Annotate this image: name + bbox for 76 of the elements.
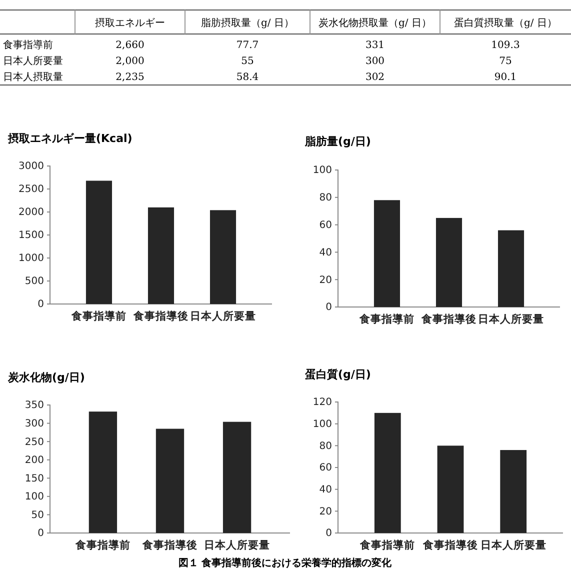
x-tick-label: 食事指導前 [358, 312, 414, 326]
y-tick-label: 500 [24, 276, 44, 288]
y-tick-label: 20 [319, 506, 332, 518]
bar [222, 422, 252, 533]
x-tick-label: 食事指導後 [132, 309, 188, 322]
y-tick-label: 0 [38, 528, 44, 540]
y-tick-label: 80 [319, 192, 332, 204]
text: 2,660 [116, 40, 144, 51]
y-tick-label: 300 [24, 418, 44, 430]
text: 2,235 [116, 72, 144, 83]
bar [374, 200, 400, 307]
x-tick-label: 食事指導後 [142, 538, 198, 552]
x-tick-label: 日本人所要量 [480, 538, 546, 552]
y-tick-label: 250 [24, 436, 44, 448]
bar [436, 218, 462, 307]
y-tick-label: 50 [31, 510, 44, 521]
y-tick-label: 100 [24, 492, 44, 503]
bar [86, 180, 112, 304]
category-label: 日本人所要量 [3, 56, 63, 67]
y-tick-label: 350 [24, 400, 44, 412]
bar [156, 428, 184, 533]
bar [498, 230, 524, 307]
y-tick-label: 100 [312, 419, 332, 430]
chart-title: 炭水化物(g/日) [7, 371, 85, 384]
y-tick-label: 2000 [18, 207, 44, 218]
y-tick-label: 3000 [18, 161, 44, 172]
text: 2,000 [116, 56, 144, 67]
bar [210, 210, 236, 304]
text: 77.7 [236, 40, 259, 51]
x-tick-label: 食事指導後 [422, 538, 478, 552]
category-label: 摂取エネルギー [95, 17, 165, 29]
text: 109.3 [491, 40, 520, 51]
category-label: 日本人摂取量 [3, 72, 63, 83]
y-tick-label: 100 [312, 165, 332, 176]
y-tick-label: 1500 [18, 230, 44, 242]
chart-title: 蛋白質(g/日) [304, 368, 371, 381]
bar [148, 207, 174, 304]
y-tick-label: 20 [319, 274, 332, 286]
y-tick-label: 0 [326, 302, 332, 314]
text: 302 [365, 72, 385, 83]
x-tick-label: 食事指導後 [420, 312, 476, 326]
y-tick-label: 120 [312, 397, 332, 408]
bar [88, 412, 118, 533]
y-tick-label: 2500 [18, 184, 44, 196]
bar [437, 446, 464, 533]
text: 300 [365, 56, 385, 67]
x-tick-label: 日本人所要量 [204, 538, 270, 552]
caption: 図１ 食事指導前後における栄養学的指標の変化 [178, 557, 393, 569]
text: 75 [499, 56, 512, 67]
y-tick-label: 40 [319, 247, 332, 258]
text: 331 [365, 40, 385, 51]
y-tick-label: 0 [326, 528, 332, 540]
x-tick-label: 食事指導前 [74, 538, 130, 552]
text: 55 [241, 56, 254, 67]
y-tick-label: 200 [24, 455, 44, 466]
text: 58.4 [236, 72, 259, 83]
category-label: 脂肪摂取量（g/ 日） [201, 17, 294, 29]
bar [374, 412, 401, 533]
category-label: 蛋白質摂取量（g/ 日） [454, 17, 557, 29]
x-tick-label: 食事指導前 [359, 538, 416, 552]
chart-title: 摂取エネルギー量(Kcal) [7, 132, 132, 145]
y-tick-label: 60 [319, 220, 332, 231]
bar [500, 450, 527, 533]
y-tick-label: 150 [24, 473, 44, 484]
chart-title: 脂肪量(g/日) [304, 135, 371, 148]
y-tick-label: 80 [319, 440, 332, 452]
text: 90.1 [494, 72, 517, 83]
x-tick-label: 日本人所要量 [478, 312, 544, 326]
category-label: 炭水化物摂取量（g/ 日） [318, 17, 432, 29]
x-tick-label: 日本人所要量 [190, 309, 256, 322]
category-label: 食事指導前 [3, 40, 53, 51]
y-tick-label: 0 [38, 299, 44, 310]
y-tick-label: 60 [319, 462, 332, 474]
x-tick-label: 食事指導前 [70, 309, 126, 322]
y-tick-label: 40 [319, 484, 332, 496]
y-tick-label: 1000 [18, 253, 44, 264]
